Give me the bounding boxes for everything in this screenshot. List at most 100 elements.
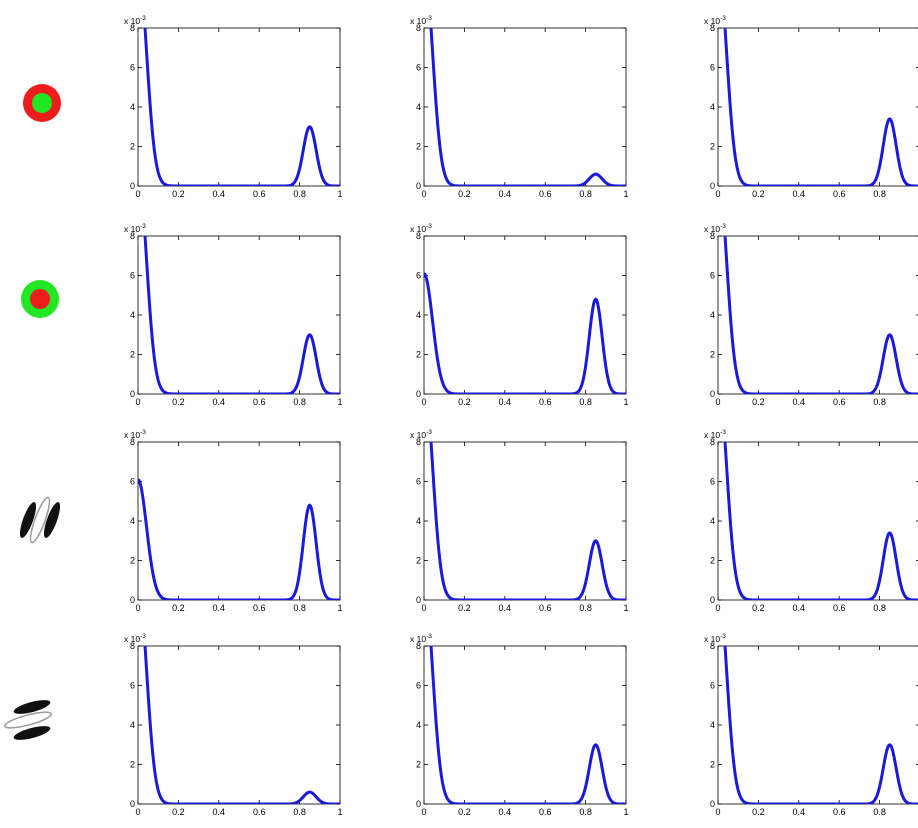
y-exponent-label: x 10-3 [704,633,726,644]
outline-ellipse [4,711,52,729]
x-tick-label: 0.2 [172,603,185,613]
x-tick-label: 0.4 [793,807,806,817]
y-tick-label: 2 [710,556,715,566]
red-center [30,289,50,309]
green-surround-red-center-icon [21,280,59,318]
y-tick-label: 8 [710,231,715,241]
x-tick-label: 0.4 [499,807,512,817]
y-tick-label: 0 [130,595,135,605]
x-tick-label: 0.4 [213,189,226,199]
x-tick-label: 0.2 [458,807,471,817]
y-tick-label: 6 [416,271,421,281]
y-tick-label: 0 [710,181,715,191]
y-tick-label: 2 [416,142,421,152]
x-tick-label: 1 [623,189,628,199]
y-tick-label: 0 [710,595,715,605]
y-tick-label: 0 [710,799,715,809]
y-exponent-label: x 10-3 [410,15,432,26]
x-tick-label: 0.2 [458,397,471,407]
y-tick-label: 4 [710,516,715,526]
row-icons [4,84,61,740]
x-tick-label: 0.2 [172,189,185,199]
x-tick-label: 0.8 [579,397,592,407]
axes-box [423,645,627,805]
y-tick-label: 8 [710,437,715,447]
x-tick-label: 0.2 [172,397,185,407]
x-tick-label: 0 [135,189,140,199]
x-tick-label: 0.6 [539,397,552,407]
y-tick-label: 8 [416,437,421,447]
x-tick-label: 0.2 [752,603,765,613]
x-tick-label: 0.4 [793,397,806,407]
x-tick-label: 0.6 [253,397,266,407]
axes-box [717,235,918,395]
axes-box [717,27,918,187]
x-tick-label: 0 [135,807,140,817]
x-tick-label: 0.6 [253,189,266,199]
y-tick-label: 6 [710,63,715,73]
y-tick-label: 4 [416,310,421,320]
x-tick-label: 0.2 [458,189,471,199]
x-tick-label: 0.8 [873,807,886,817]
axes-box [137,441,341,601]
x-tick-label: 1 [623,397,628,407]
x-tick-label: 0 [715,397,720,407]
y-tick-label: 0 [130,181,135,191]
y-tick-label: 2 [130,142,135,152]
y-tick-label: 6 [710,477,715,487]
x-tick-label: 0.6 [833,603,846,613]
x-tick-label: 0.4 [793,603,806,613]
y-tick-label: 2 [416,350,421,360]
chart-r1c1: 0 0.2 0.4 0.6 0.8 1 0 2 4 6 8x 10-3 [124,15,343,199]
y-tick-label: 8 [130,231,135,241]
x-tick-label: 0 [715,807,720,817]
x-tick-label: 1 [337,189,342,199]
x-tick-label: 0.4 [213,603,226,613]
axes-box [717,441,918,601]
chart-r3c1: 0 0.2 0.4 0.6 0.8 1 0 2 4 6 8x 10-3 [124,429,343,613]
y-tick-label: 4 [130,102,135,112]
x-tick-label: 0.8 [873,189,886,199]
x-tick-label: 0 [421,189,426,199]
y-tick-label: 6 [710,681,715,691]
x-tick-label: 0.4 [213,807,226,817]
y-tick-label: 6 [130,63,135,73]
y-tick-label: 8 [130,641,135,651]
y-tick-label: 6 [130,477,135,487]
x-tick-label: 0.8 [873,397,886,407]
red-surround-green-center-icon [23,84,61,122]
y-tick-label: 8 [710,641,715,651]
dark-ellipse-right [43,502,61,538]
series-line [723,28,918,186]
y-tick-label: 2 [416,760,421,770]
dark-ellipse-top [13,700,51,714]
y-tick-label: 2 [416,556,421,566]
series-line [143,646,340,804]
x-tick-label: 0.8 [293,603,306,613]
chart-r2c2: 0 0.2 0.4 0.6 0.8 1 0 2 4 6 8x 10-3 [410,223,629,407]
x-tick-label: 0.4 [793,189,806,199]
axes-box [137,235,341,395]
y-exponent-label: x 10-3 [124,429,146,440]
y-tick-label: 6 [416,477,421,487]
y-tick-label: 6 [130,681,135,691]
chart-r1c2: 0 0.2 0.4 0.6 0.8 1 0 2 4 6 8x 10-3 [410,15,629,199]
y-tick-label: 8 [130,23,135,33]
outline-ellipse [29,496,51,544]
x-tick-label: 0.2 [458,603,471,613]
y-tick-label: 2 [710,760,715,770]
x-tick-label: 1 [337,603,342,613]
series-line [723,236,918,394]
x-tick-label: 0.4 [499,603,512,613]
dark-ellipse-bottom [13,726,51,740]
y-exponent-label: x 10-3 [124,15,146,26]
axes-box [423,27,627,187]
y-tick-label: 8 [416,23,421,33]
y-exponent-label: x 10-3 [410,633,432,644]
chart-r4c1: 0 0.2 0.4 0.6 0.8 1 0 2 4 6 8x 10-3 [124,633,343,817]
y-tick-label: 4 [710,720,715,730]
y-tick-label: 0 [130,799,135,809]
